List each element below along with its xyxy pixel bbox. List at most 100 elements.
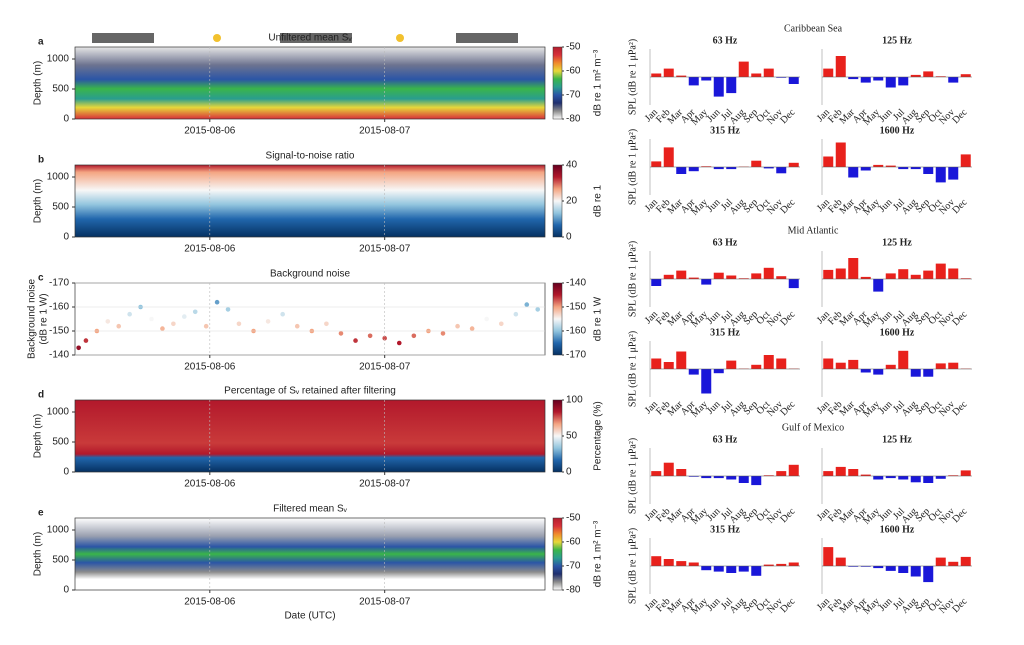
- scatter-point: [353, 338, 358, 343]
- bar: [789, 279, 799, 288]
- bar: [701, 77, 711, 81]
- bar: [836, 467, 846, 476]
- y-axis-label: SPL (dB re 1 μPa²): [627, 129, 638, 205]
- x-tick-label: 2015-08-06: [184, 479, 236, 490]
- y-tick-label: 500: [52, 555, 69, 566]
- x-tick-label: Dec: [950, 309, 970, 329]
- panel-title: Background noise: [270, 269, 350, 280]
- bar: [776, 167, 786, 173]
- x-tick-label: Dec: [778, 506, 798, 526]
- scatter-point: [149, 317, 154, 322]
- subplot-title: 63 Hz: [713, 35, 738, 46]
- bar: [689, 369, 699, 375]
- colorbar: [553, 47, 562, 119]
- y-tick-label: 500: [52, 437, 69, 448]
- colorbar-label: dB re 1 W: [593, 296, 604, 341]
- subplot-title: 125 Hz: [882, 237, 912, 248]
- y-tick-label: 1000: [47, 407, 70, 418]
- scatter-point: [514, 312, 519, 317]
- bar: [886, 273, 896, 279]
- bar: [936, 264, 946, 279]
- y-tick-label: -140: [49, 350, 69, 361]
- bar: [873, 165, 883, 167]
- scatter-point: [324, 322, 329, 327]
- bar: [714, 167, 724, 169]
- colorbar-tick-label: -80: [566, 114, 581, 125]
- x-tick-label: Dec: [950, 197, 970, 217]
- bar: [726, 276, 736, 280]
- bar: [923, 476, 933, 483]
- scatter-point: [535, 307, 540, 312]
- y-axis-label: SPL (dB re 1 μPa²): [627, 331, 638, 407]
- bar: [923, 71, 933, 77]
- bar: [948, 167, 958, 180]
- panel-letter: b: [38, 155, 44, 166]
- bar: [911, 167, 921, 169]
- region-title: Gulf of Mexico: [782, 422, 844, 433]
- bar: [961, 557, 971, 566]
- scatter-point: [182, 314, 187, 319]
- y-tick-label: 1000: [47, 525, 70, 536]
- panel-title: Percentage of Sᵥ retained after filterin…: [224, 386, 396, 397]
- bar: [961, 74, 971, 77]
- bar: [714, 566, 724, 572]
- x-tick-label: Dec: [778, 399, 798, 419]
- x-tick-label: 2015-08-07: [359, 362, 411, 373]
- bar: [861, 277, 871, 279]
- y-axis-label: SPL (dB re 1 μPa²): [627, 528, 638, 604]
- bar: [726, 167, 736, 169]
- bar: [664, 147, 674, 167]
- x-tick-label: Dec: [950, 506, 970, 526]
- scatter-point: [237, 322, 242, 327]
- panel-title: Filtered mean Sᵥ: [273, 504, 348, 515]
- colorbar: [553, 400, 562, 472]
- panel-title: Signal-to-noise ratio: [266, 151, 355, 162]
- bar: [911, 476, 921, 482]
- panel-letter: a: [38, 37, 44, 48]
- subplot-title: 1600 Hz: [880, 327, 915, 338]
- colorbar-tick-label: 40: [566, 160, 578, 171]
- bar: [836, 363, 846, 369]
- x-tick-label: 2015-08-06: [184, 362, 236, 373]
- bar: [676, 271, 686, 279]
- bar: [898, 77, 908, 85]
- bar: [836, 143, 846, 168]
- bar: [886, 365, 896, 369]
- bar: [923, 167, 933, 174]
- bar: [961, 154, 971, 167]
- bar: [764, 268, 774, 279]
- bar: [776, 564, 786, 566]
- bar: [836, 269, 846, 280]
- colorbar-tick-label: -70: [566, 561, 581, 572]
- y-axis-label: (dB re 1 W): [39, 293, 50, 344]
- bar: [701, 369, 711, 394]
- bar: [676, 469, 686, 476]
- bar: [873, 476, 883, 480]
- y-axis-label: SPL (dB re 1 μPa²): [627, 241, 638, 317]
- bar: [701, 476, 711, 478]
- bar: [911, 369, 921, 377]
- bar: [848, 360, 858, 369]
- scatter-point: [339, 331, 344, 336]
- bar: [651, 359, 661, 370]
- scatter-point: [368, 334, 373, 339]
- scatter-point: [226, 307, 231, 312]
- x-tick-label: Dec: [950, 596, 970, 616]
- bar: [664, 275, 674, 279]
- scatter-point: [105, 319, 110, 324]
- x-tick-label: 2015-08-07: [359, 479, 411, 490]
- y-tick-label: 0: [63, 585, 69, 596]
- bar: [764, 69, 774, 77]
- plot-frame: [75, 283, 545, 355]
- subplot-title: 63 Hz: [713, 434, 738, 445]
- x-tick-label: Dec: [778, 107, 798, 127]
- x-tick-label: 2015-08-06: [184, 126, 236, 137]
- scatter-point: [484, 317, 489, 322]
- colorbar-label: Percentage (%): [593, 401, 604, 470]
- scatter-point: [116, 324, 121, 329]
- colorbar-label: dB re 1 m² m⁻³: [593, 49, 604, 116]
- bar: [848, 77, 858, 79]
- bar: [651, 556, 661, 566]
